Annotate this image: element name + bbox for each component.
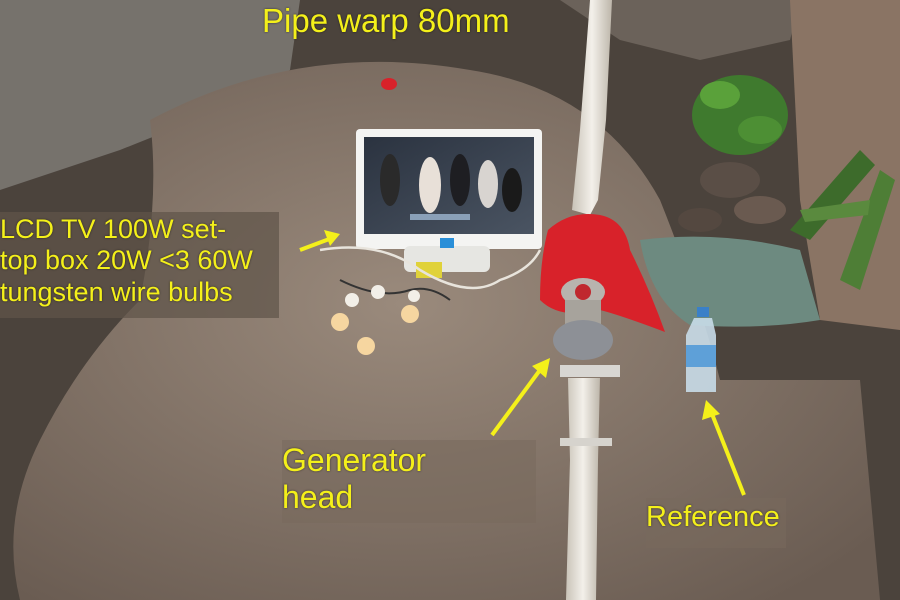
black-wire bbox=[339, 279, 451, 301]
red-tape-roll bbox=[381, 78, 397, 90]
tungsten-bulbs bbox=[331, 285, 420, 355]
arrow-lcd bbox=[299, 230, 340, 252]
label-lcd-tv-line3: tungsten wire bulbs bbox=[0, 276, 233, 307]
water-pool bbox=[640, 236, 820, 327]
arrow-reference bbox=[702, 400, 746, 496]
upper-pipe bbox=[572, 0, 612, 215]
boulder-top-right bbox=[560, 0, 800, 60]
label-lcd-tv-line1: LCD TV 100W set- bbox=[0, 214, 227, 244]
pipe-bracket bbox=[560, 438, 612, 446]
power-wire bbox=[319, 246, 542, 290]
label-pipe-warp: Pipe warp 80mm bbox=[262, 2, 510, 39]
set-top-box bbox=[416, 262, 442, 278]
label-generator-line2: head bbox=[282, 479, 354, 516]
boulder-top-left bbox=[0, 0, 300, 190]
green-plant-right bbox=[692, 75, 895, 290]
label-lcd-tv-line2: top box 20W <3 60W bbox=[0, 245, 253, 276]
label-generator-head: Generator head bbox=[282, 440, 537, 523]
arrow-generator bbox=[490, 358, 550, 437]
label-generator-line1: Generator bbox=[282, 442, 427, 478]
lower-pipe bbox=[566, 378, 600, 600]
water-bottle bbox=[686, 307, 716, 392]
label-reference: Reference bbox=[646, 498, 786, 549]
generator-head bbox=[553, 278, 620, 377]
lcd-tv bbox=[356, 129, 542, 272]
main-boulder bbox=[13, 61, 880, 600]
label-lcd-tv: LCD TV 100W set- top box 20W <3 60W tung… bbox=[0, 212, 279, 318]
small-rocks-right bbox=[678, 162, 786, 232]
